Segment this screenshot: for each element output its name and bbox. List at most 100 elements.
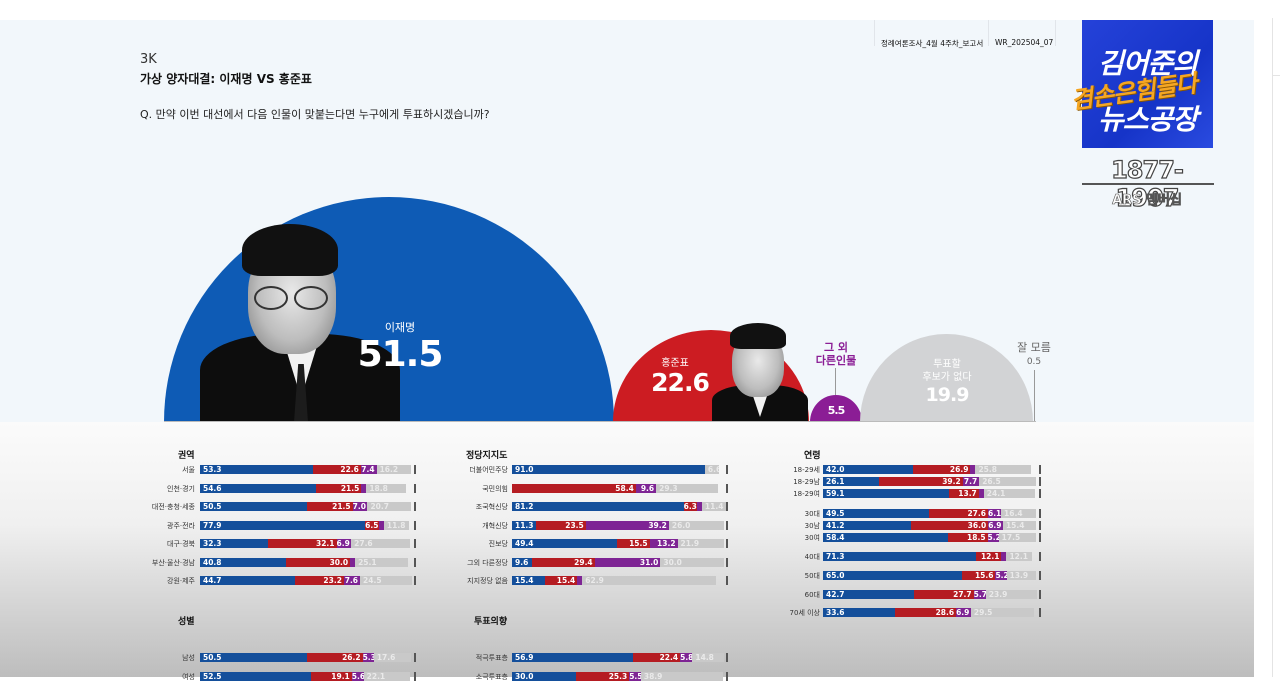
bar-segment-purple [978, 489, 984, 498]
bar-segment-gray: 11.4 [701, 502, 726, 511]
hong-name: 홍준표 [661, 358, 689, 369]
bar-segment-blue: 65.0 [823, 571, 963, 580]
row-label: 적극투표층 [475, 654, 508, 662]
bar-segment-purple: 5.3 [362, 653, 374, 662]
bar-segment-red: 22.4 [632, 653, 681, 662]
row-label: 30남 [804, 522, 820, 530]
bar-segment-purple: 7.7 [962, 477, 980, 486]
bar-end-marker [1039, 509, 1041, 518]
lee-name: 이재명 [384, 321, 416, 334]
bar-segment-purple [350, 557, 356, 567]
row-label: 70세 이상 [789, 609, 820, 617]
section-title-age: 연령 [804, 451, 821, 461]
hong-value: 22.6 [651, 368, 710, 397]
row-label: 광주·전라 [167, 521, 195, 530]
bar-segment-blue: 56.9 [512, 653, 633, 662]
row-label: 서울 [182, 466, 195, 474]
bar-segment-blue: 50.5 [200, 653, 308, 662]
bar-end-marker [1039, 590, 1041, 599]
unknown-value: 0.5 [1026, 357, 1042, 367]
bar-segment-purple [378, 520, 384, 530]
stacked-bar: 77.9 6.5 11.8 [200, 520, 416, 530]
row-label: 30여 [804, 534, 820, 542]
chart-baseline [164, 421, 1036, 422]
scrollbar-track[interactable] [1254, 0, 1280, 677]
bar-end-marker [414, 576, 416, 585]
lee-value: 51.5 [357, 334, 444, 375]
stacked-bar: 40.8 30.0 25.1 [200, 557, 416, 567]
bar-segment-blue: 49.5 [823, 509, 929, 518]
bar-segment-blue: 33.6 [823, 608, 895, 617]
bar-segment-red: 18.5 [947, 533, 988, 542]
row-label: 18-29남 [793, 478, 820, 486]
bar-segment-purple: 5.7 [973, 590, 986, 599]
stacked-bar: 32.3 32.1 6.9 27.6 [200, 539, 416, 548]
bar-segment-red: 58.4 [512, 483, 636, 493]
bar-segment-purple [696, 502, 702, 511]
row-label: 국민의힘 [482, 484, 508, 493]
bar-segment-red: 23.5 [535, 520, 586, 530]
stacked-bar: 42.7 27.7 5.7 23.9 [823, 590, 1041, 599]
logo-line3: 뉴스공장 [1097, 103, 1198, 136]
bar-segment-blue: 44.7 [200, 576, 295, 585]
bar-end-marker [414, 483, 416, 493]
row-label: 30대 [804, 510, 820, 518]
bar-segment-blue: 11.3 [512, 520, 536, 530]
stacked-bar: 49.5 27.6 6.1 16.4 [823, 509, 1041, 518]
bar-segment-gray: 18.8 [366, 483, 407, 493]
channel-logo: 김어준의 겸손은힘들다 뉴스공장 [1069, 20, 1213, 148]
bar-end-marker [726, 465, 728, 474]
bar-segment-blue: 91.0 [512, 465, 705, 474]
bar-segment-red: 23.2 [294, 576, 344, 585]
bar-end-marker [726, 483, 728, 493]
bar-segment-purple [970, 465, 976, 474]
stacked-bar: 53.3 22.6 7.4 16.2 [200, 465, 416, 474]
stacked-bar: 56.9 22.4 5.8 14.8 [512, 653, 728, 662]
bar-segment-gray: 21.9 [677, 539, 724, 548]
bar-end-marker [414, 465, 416, 474]
row-label: 40대 [804, 553, 820, 561]
stacked-bar: 42.0 26.9 25.8 [823, 465, 1041, 474]
bar-end-marker [1039, 489, 1041, 498]
bar-end-marker [1039, 521, 1041, 530]
bar-end-marker [726, 576, 728, 585]
section-title-intent: 투표의향 [474, 617, 508, 627]
bar-segment-purple [577, 576, 583, 585]
bar-segment-gray: 29.5 [970, 608, 1034, 617]
bar-end-marker [726, 671, 728, 681]
bar-end-marker [726, 502, 728, 511]
survey-question: Q. 만약 이번 대선에서 다음 인물이 맞붙는다면 누구에게 투표하시겠습니까… [140, 108, 490, 121]
row-label: 대전·충청·세종 [151, 503, 195, 511]
page-title: 가상 양자대결: 이재명 VS 홍준표 [140, 72, 312, 86]
bar-segment-blue: 77.9 [200, 520, 366, 530]
bar-segment-gray: 17.6 [373, 653, 412, 662]
bar-segment-gray: 25.8 [975, 465, 1031, 474]
bar-segment-red: 27.6 [928, 509, 988, 518]
other-leader-line [835, 368, 836, 395]
bar-segment-red: 28.6 [894, 608, 957, 617]
bar-segment-gray: 24.1 [983, 489, 1036, 498]
bar-segment-red: 13.7 [949, 489, 979, 498]
bar-segment-purple: 5.5 [629, 671, 641, 681]
row-label: 50대 [804, 572, 820, 580]
bar-segment-blue: 81.2 [512, 502, 684, 511]
bar-end-marker [726, 557, 728, 567]
stacked-bar: 9.6 29.4 31.0 30.0 [512, 557, 728, 567]
bar-segment-red: 12.1 [975, 552, 1002, 561]
bar-segment-gray: 62.9 [582, 576, 716, 585]
bar-end-marker [414, 671, 416, 681]
bar-segment-blue: 49.4 [512, 539, 617, 548]
headline-panel: 3K 가상 양자대결: 이재명 VS 홍준표 Q. 만약 이번 대선에서 다음 … [0, 20, 1254, 422]
bar-segment-blue: 9.6 [512, 557, 533, 567]
bar-end-marker [1039, 533, 1041, 542]
bar-segment-gray: 26.0 [668, 520, 724, 530]
stacked-bar: 52.5 19.1 5.6 22.1 [200, 671, 416, 681]
bar-segment-purple: 9.6 [635, 483, 657, 493]
section-title-gender: 성별 [178, 617, 195, 627]
section-title-party: 정당지지도 [466, 451, 508, 461]
logo-line1: 김어준의 [1097, 47, 1198, 80]
slide-code: 3K [140, 52, 157, 67]
bar-segment-blue: 50.5 [200, 502, 308, 511]
bar-segment-purple [361, 483, 367, 493]
bar-segment-gray: 6.6 [704, 465, 719, 474]
